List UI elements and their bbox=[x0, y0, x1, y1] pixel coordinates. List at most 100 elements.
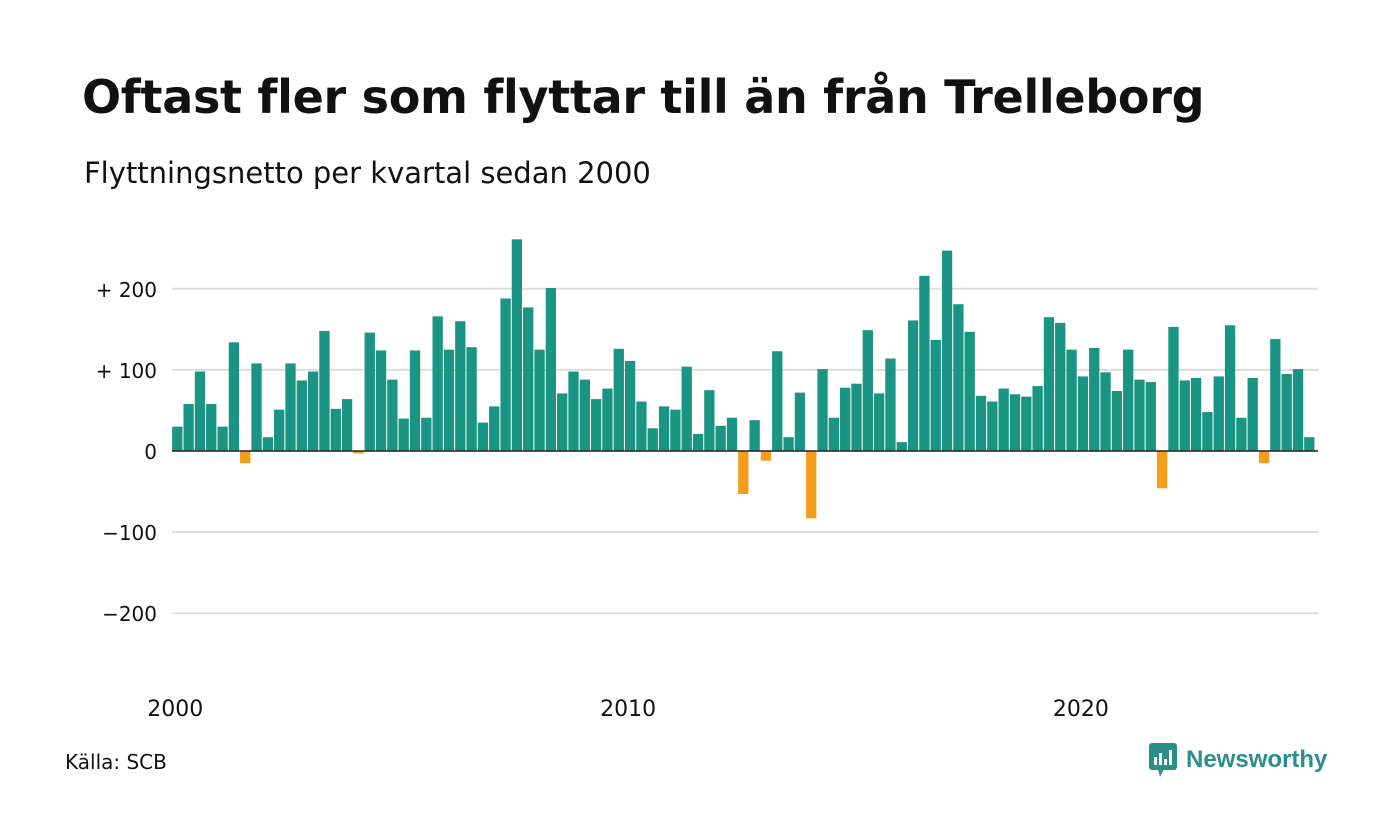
bar bbox=[613, 348, 624, 451]
bar bbox=[647, 428, 658, 451]
bar bbox=[953, 304, 964, 451]
bar bbox=[624, 360, 636, 451]
bar bbox=[194, 371, 206, 451]
bar bbox=[704, 390, 715, 452]
y-tick-label: + 100 bbox=[96, 359, 157, 383]
x-tick-label: 2000 bbox=[147, 697, 203, 722]
bar bbox=[1055, 322, 1066, 451]
x-axis-labels: 2000 2010 2020 bbox=[147, 697, 1109, 722]
bar bbox=[885, 358, 896, 451]
bar bbox=[1156, 451, 1168, 489]
y-tick-label: + 200 bbox=[96, 278, 157, 302]
bar bbox=[353, 451, 364, 454]
bar bbox=[1077, 376, 1089, 451]
newsworthy-logo-icon bbox=[1149, 743, 1177, 777]
bars bbox=[172, 239, 1315, 519]
bar bbox=[1123, 349, 1134, 452]
bar bbox=[228, 342, 240, 451]
bar bbox=[1111, 390, 1123, 451]
bar bbox=[262, 437, 274, 451]
bar bbox=[443, 349, 455, 452]
bar bbox=[1043, 317, 1055, 451]
bar bbox=[1281, 373, 1292, 451]
bar bbox=[975, 395, 987, 451]
bar bbox=[330, 408, 341, 451]
bar bbox=[421, 417, 432, 451]
bar bbox=[307, 371, 319, 451]
bar bbox=[1100, 372, 1111, 451]
bar bbox=[907, 320, 919, 451]
bar bbox=[896, 442, 907, 451]
bar bbox=[1224, 325, 1236, 451]
bar bbox=[760, 451, 772, 461]
x-tick-label: 2010 bbox=[600, 697, 656, 722]
bar bbox=[568, 371, 579, 451]
bar bbox=[930, 339, 941, 451]
y-tick-label: 0 bbox=[144, 440, 157, 464]
bar bbox=[523, 307, 534, 451]
bar bbox=[1168, 326, 1179, 451]
bar bbox=[1134, 379, 1145, 451]
bar bbox=[715, 425, 726, 451]
bar bbox=[477, 422, 489, 452]
bar bbox=[1258, 451, 1270, 464]
bar bbox=[319, 330, 330, 451]
bar bbox=[240, 451, 251, 464]
bar bbox=[670, 409, 681, 451]
source-label: Källa: SCB bbox=[65, 750, 167, 774]
bar bbox=[840, 387, 851, 451]
bar bbox=[1202, 412, 1213, 451]
bar bbox=[681, 366, 692, 451]
bar bbox=[1009, 394, 1021, 451]
bar bbox=[772, 351, 783, 451]
bar bbox=[919, 275, 930, 451]
bar bbox=[398, 418, 409, 451]
bar bbox=[1247, 378, 1258, 451]
bar bbox=[636, 401, 647, 451]
bar bbox=[557, 393, 568, 451]
bar bbox=[1179, 380, 1190, 451]
bar bbox=[409, 350, 421, 451]
bar bbox=[489, 406, 500, 451]
y-tick-label: −100 bbox=[102, 521, 157, 545]
bar bbox=[692, 433, 704, 451]
bar bbox=[217, 426, 228, 451]
bar bbox=[794, 392, 806, 451]
bar bbox=[285, 363, 296, 451]
bar bbox=[1066, 349, 1077, 452]
bar bbox=[590, 399, 602, 451]
bar bbox=[738, 451, 749, 494]
bar bbox=[1304, 437, 1315, 451]
y-axis-labels: −200 −100 0 + 100 + 200 bbox=[96, 278, 157, 626]
bar bbox=[432, 316, 443, 451]
bar bbox=[545, 287, 557, 451]
y-tick-label: −200 bbox=[102, 602, 157, 626]
bar bbox=[183, 403, 194, 451]
bar bbox=[1213, 376, 1224, 451]
bar bbox=[726, 417, 738, 451]
bar bbox=[1236, 417, 1247, 451]
bar bbox=[172, 426, 183, 451]
bar bbox=[375, 350, 387, 451]
bar bbox=[251, 363, 262, 451]
bar bbox=[1145, 382, 1156, 451]
bar bbox=[964, 331, 975, 451]
bar bbox=[1032, 386, 1043, 451]
bar bbox=[455, 321, 466, 451]
bar bbox=[341, 399, 353, 451]
bar bbox=[1089, 348, 1100, 451]
bar bbox=[987, 401, 998, 451]
bar bbox=[851, 383, 862, 451]
brand-logo[interactable]: Newsworthy bbox=[1148, 742, 1327, 778]
bar bbox=[862, 330, 873, 451]
bar bbox=[466, 347, 477, 451]
x-tick-label: 2020 bbox=[1053, 697, 1109, 722]
bar bbox=[602, 388, 613, 451]
bar bbox=[998, 388, 1009, 451]
bar bbox=[511, 239, 523, 451]
bar bbox=[749, 420, 760, 451]
bar bbox=[828, 417, 840, 451]
bar bbox=[817, 369, 828, 451]
bar bbox=[296, 380, 307, 451]
bar bbox=[658, 406, 670, 451]
